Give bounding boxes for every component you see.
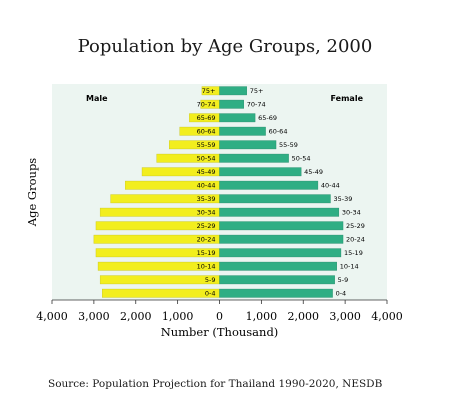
female-bar-70-74 [219, 99, 244, 109]
male-bar-0-4 [102, 288, 220, 298]
female-age-label-35-39: 35-39 [333, 195, 352, 203]
female-age-label-10-14: 10-14 [340, 263, 359, 271]
female-bar-15-19 [219, 248, 342, 258]
female-age-label-50-54: 50-54 [292, 155, 311, 163]
y-axis-label: Age Groups [25, 158, 39, 228]
female-bar-65-69 [219, 113, 256, 123]
male-bar-5-9 [99, 275, 220, 285]
female-bar-10-14 [219, 261, 337, 271]
female-age-label-5-9: 5-9 [338, 276, 349, 284]
male-age-label-45-49: 45-49 [197, 168, 216, 176]
male-age-label-35-39: 35-39 [197, 195, 216, 203]
female-bar-0-4 [219, 288, 333, 298]
x-tick-label: 4,000 [371, 310, 403, 323]
male-age-label-20-24: 20-24 [197, 236, 216, 244]
male-age-label-75+: 75+ [202, 87, 216, 95]
x-tick-label: 4,000 [36, 310, 68, 323]
female-bar-40-44 [219, 180, 319, 190]
female-bar-30-34 [219, 207, 340, 217]
source-note: Source: Population Projection for Thaila… [48, 378, 383, 390]
female-bar-50-54 [219, 153, 289, 163]
male-age-label-60-64: 60-64 [197, 128, 216, 136]
male-age-label-0-4: 0-4 [205, 290, 216, 298]
female-bar-60-64 [219, 126, 266, 136]
x-axis-label: Number (Thousand) [161, 325, 279, 339]
x-tick-label: 0 [216, 310, 223, 323]
female-bar-75+ [219, 86, 247, 96]
male-age-label-5-9: 5-9 [205, 276, 216, 284]
male-age-label-50-54: 50-54 [197, 155, 216, 163]
male-age-label-25-29: 25-29 [197, 222, 216, 230]
female-age-label-25-29: 25-29 [346, 222, 365, 230]
female-age-label-15-19: 15-19 [344, 249, 363, 257]
x-tick-label: 2,000 [120, 310, 152, 323]
female-age-label-70-74: 70-74 [247, 101, 266, 109]
female-age-label-40-44: 40-44 [321, 182, 340, 190]
legend-female: Female [331, 94, 364, 103]
x-tick-label: 3,000 [329, 310, 361, 323]
female-age-label-0-4: 0-4 [336, 290, 347, 298]
female-age-label-30-34: 30-34 [342, 209, 361, 217]
female-bar-20-24 [219, 234, 344, 244]
male-age-label-55-59: 55-59 [197, 141, 216, 149]
male-age-label-10-14: 10-14 [197, 263, 216, 271]
female-bar-35-39 [219, 194, 331, 204]
male-age-label-30-34: 30-34 [197, 209, 216, 217]
x-tick-label: 3,000 [78, 310, 110, 323]
female-bar-5-9 [219, 275, 335, 285]
x-tick-label: 1,000 [162, 310, 194, 323]
female-age-label-55-59: 55-59 [279, 141, 298, 149]
female-age-label-20-24: 20-24 [346, 236, 365, 244]
female-age-label-60-64: 60-64 [269, 128, 288, 136]
female-bar-55-59 [219, 140, 277, 150]
female-bar-25-29 [219, 221, 344, 231]
chart-title: Population by Age Groups, 2000 [77, 36, 373, 57]
x-tick-label: 1,000 [246, 310, 278, 323]
male-age-label-70-74: 70-74 [197, 101, 216, 109]
female-age-label-65-69: 65-69 [258, 114, 277, 122]
x-tick-label: 2,000 [288, 310, 320, 323]
legend-male: Male [86, 94, 108, 103]
male-age-label-15-19: 15-19 [197, 249, 216, 257]
female-age-label-75+: 75+ [250, 87, 264, 95]
female-bar-45-49 [219, 167, 302, 177]
male-age-label-40-44: 40-44 [197, 182, 216, 190]
female-age-label-45-49: 45-49 [304, 168, 323, 176]
male-age-label-65-69: 65-69 [197, 114, 216, 122]
